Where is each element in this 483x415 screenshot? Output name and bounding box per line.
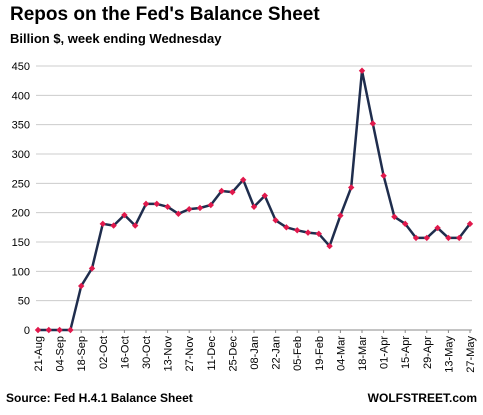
data-point-26-Feb [326, 242, 333, 250]
data-point-11-Dec [207, 201, 214, 209]
data-point-09-Oct [110, 222, 117, 229]
data-point-15-Apr [402, 220, 409, 228]
y-tick-label: 300 [12, 149, 30, 161]
data-point-02-Oct [99, 220, 106, 228]
x-tick-label: 25-Dec [227, 336, 239, 372]
y-axis: 0 50 100 150 200 250 300 350 400 450 [12, 61, 30, 337]
x-tick-label: 30-Oct [141, 336, 153, 369]
data-point-08-Jan [250, 203, 258, 210]
x-tick-label: 04-Sep [55, 336, 67, 371]
x-tick-label: 08-Jan [249, 336, 261, 370]
data-point-18-Sep [78, 282, 85, 290]
x-tick-label: 19-Feb [314, 336, 326, 371]
y-tick-label: 100 [12, 266, 30, 278]
x-tick-label: 15-Apr [400, 336, 412, 369]
data-point-05-Feb [294, 227, 301, 234]
y-tick-label: 0 [24, 325, 30, 337]
data-point-15-Jan [261, 192, 268, 199]
gridlines [36, 65, 472, 331]
chart-subtitle: Billion $, week ending Wednesday [10, 31, 222, 46]
data-point-27-May [466, 220, 474, 228]
x-tick-label: 22-Jan [271, 336, 283, 370]
x-tick-label: 13-May [443, 336, 455, 373]
x-tick-label: 29-Apr [422, 336, 434, 369]
x-tick-label: 01-Apr [379, 336, 391, 369]
data-point-12-Feb [304, 229, 312, 236]
data-point-04-Mar [337, 212, 344, 219]
data-point-11-Sep [67, 326, 74, 334]
data-point-06-May [434, 224, 441, 232]
x-tick-label: 02-Oct [98, 336, 110, 369]
x-tick-label: 05-Feb [292, 336, 304, 371]
chart-title: Repos on the Fed's Balance Sheet [10, 4, 320, 25]
data-point-23-Oct [132, 222, 139, 229]
source-note: Source: Fed H.4.1 Balance Sheet [6, 391, 193, 405]
y-tick-label: 250 [12, 178, 30, 190]
data-point-25-Mar [369, 120, 376, 127]
x-tick-label: 04-Mar [335, 336, 347, 371]
data-point-29-Apr [423, 234, 430, 242]
data-point-13-May [445, 234, 452, 242]
data-point-16-Oct [121, 211, 128, 219]
data-point-01-Jan [240, 176, 247, 184]
y-tick-label: 350 [12, 120, 30, 132]
data-point-06-Nov [153, 200, 160, 208]
x-tick-label: 13-Nov [163, 336, 175, 372]
data-point-13-Nov [164, 203, 171, 210]
x-axis: 21-Aug 04-Sep 18-Sep 02-Oct 16-Oct 30-Oct 13-N… [33, 330, 477, 373]
data-point-01-Apr [380, 172, 387, 179]
series-line [38, 69, 471, 332]
data-point-04-Sep [56, 326, 63, 334]
y-tick-label: 200 [12, 208, 30, 220]
data-point-30-Oct [142, 200, 150, 208]
data-point-25-Sep [88, 265, 96, 272]
y-tick-label: 450 [12, 61, 30, 73]
data-point-18-Dec [218, 187, 225, 195]
data-point-04-Dec [196, 204, 204, 212]
data-point-08-Apr [391, 213, 398, 220]
x-tick-label: 27-May [465, 336, 477, 373]
data-point-21-Aug [34, 326, 42, 334]
data-point-25-Dec [229, 188, 236, 196]
data-point-20-Nov [175, 210, 182, 218]
y-tick-label: 150 [12, 237, 30, 249]
y-tick-label: 400 [12, 90, 30, 102]
data-point-22-Jan [272, 217, 279, 224]
y-tick-label: 50 [18, 296, 30, 308]
series-repos [34, 67, 474, 334]
brand-label: WOLFSTREET.com [367, 391, 477, 405]
x-tick-label: 18-Sep [76, 336, 88, 371]
data-point-29-Jan [283, 224, 290, 231]
data-point-20-May [456, 234, 463, 242]
data-point-28-Aug [45, 326, 52, 334]
data-point-11-Mar [348, 184, 355, 191]
data-point-18-Mar [358, 67, 366, 74]
x-tick-label: 21-Aug [33, 336, 45, 371]
x-tick-label: 11-Dec [206, 336, 218, 371]
x-tick-label: 18-Mar [357, 336, 369, 371]
data-point-22-Apr [412, 234, 420, 242]
data-point-19-Feb [315, 230, 322, 237]
x-tick-label: 16-Oct [119, 336, 131, 369]
x-tick-label: 27-Nov [184, 336, 196, 372]
data-point-27-Nov [186, 205, 193, 213]
